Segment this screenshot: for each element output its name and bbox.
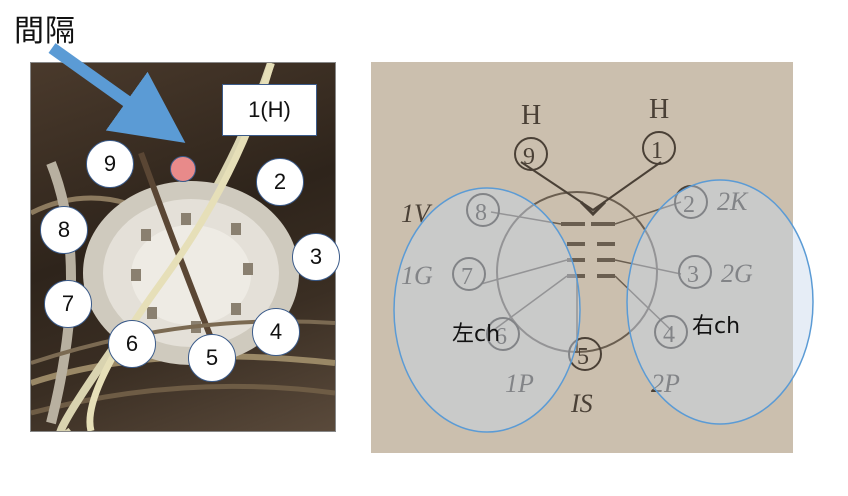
pin-number-5: 5 [577, 344, 589, 370]
page-title: 間隔 [14, 14, 76, 49]
pin-text-2k: 2K [717, 187, 749, 216]
pin-number-1: 1 [651, 138, 663, 164]
pin-text-2g: 2G [721, 259, 753, 288]
pin-label-4: 4 [252, 308, 300, 356]
pin1-heater-label: 1(H) [222, 84, 317, 136]
pin-label-2: 2 [256, 158, 304, 206]
pinout-diagram: H H 9 1 8 2 7 3 6 4 5 1V 2K 1G 2G 1P 2P … [401, 94, 753, 418]
pin-number-7: 7 [461, 264, 473, 290]
pin-number-8: 8 [475, 200, 487, 226]
heater-mark-1: H [649, 94, 669, 125]
gap-marker-dot [170, 156, 196, 182]
pin-text-1p: 1P [505, 369, 534, 398]
pin-label-9: 9 [86, 140, 134, 188]
right-channel-label: 右ch [692, 314, 741, 339]
pin-number-3: 3 [687, 262, 699, 288]
socket-illustration [31, 63, 335, 431]
pin-text-is: IS [570, 389, 593, 418]
pin-label-7: 7 [44, 280, 92, 328]
heater-mark-9: H [521, 100, 541, 131]
pin-text-1v: 1V [401, 199, 433, 228]
pin-number-2: 2 [683, 192, 695, 218]
pin-label-6: 6 [108, 320, 156, 368]
pin-label-5: 5 [188, 334, 236, 382]
pin-number-4: 4 [663, 322, 675, 348]
pin-label-3: 3 [292, 233, 340, 281]
pin-text-1g: 1G [401, 261, 433, 290]
pin-number-9: 9 [523, 144, 535, 170]
left-channel-label: 左ch [452, 322, 501, 347]
tube-pinout-scan: H H 9 1 8 2 7 3 6 4 5 1V 2K 1G 2G 1P 2P … [371, 62, 793, 453]
pin-text-2p: 2P [651, 369, 680, 398]
pin-label-8: 8 [40, 206, 88, 254]
